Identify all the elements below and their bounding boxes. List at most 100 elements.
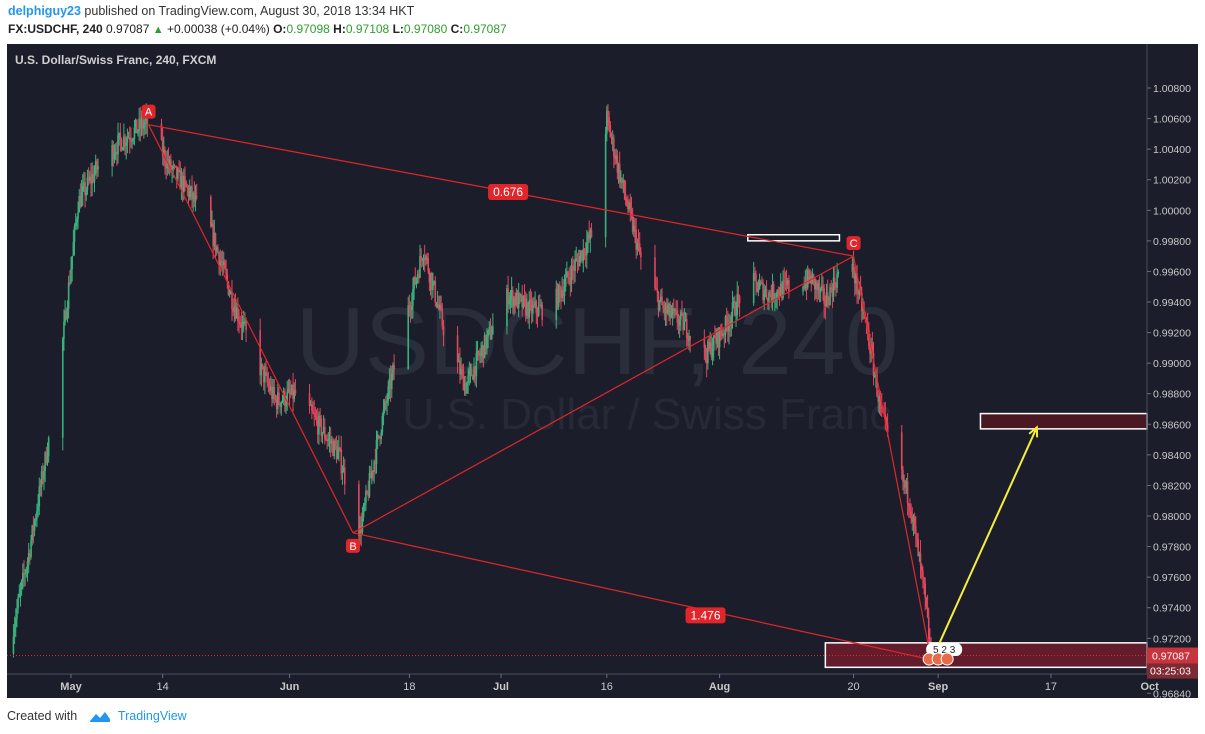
candle-body — [557, 285, 560, 307]
candle-body — [232, 308, 234, 312]
candle-body — [877, 396, 880, 402]
candle-body — [240, 323, 243, 329]
candle-body — [116, 152, 118, 155]
candle-body — [555, 288, 558, 320]
candle-body — [439, 304, 441, 309]
candle-body — [16, 608, 18, 619]
candle-body — [672, 308, 675, 312]
candle-body — [640, 252, 642, 258]
candle-body — [170, 159, 172, 171]
candle-body — [469, 368, 472, 371]
zones — [7, 233, 1148, 669]
candle-body — [12, 636, 15, 654]
candle-body — [20, 580, 23, 589]
candle-body — [132, 138, 135, 141]
candle-body — [24, 573, 26, 575]
candle-body — [372, 470, 374, 473]
candle-body — [828, 302, 830, 306]
candle-body — [590, 229, 593, 238]
candle-body — [29, 552, 31, 557]
point-label-c: C — [850, 238, 858, 250]
candle-body — [580, 250, 582, 256]
last-price: 0.97087 — [106, 22, 150, 36]
candle-body — [623, 180, 626, 194]
candle-body — [273, 386, 276, 397]
candle-body — [91, 174, 93, 184]
candle-body — [731, 302, 734, 317]
candle-body — [374, 461, 377, 465]
candle-body — [36, 510, 38, 519]
tradingview-link[interactable]: TradingView — [117, 709, 187, 723]
candle-body — [325, 438, 327, 441]
countdown-label: 03:25:03 — [1150, 666, 1191, 678]
candle-body — [224, 261, 226, 269]
candle-body — [872, 353, 875, 376]
candle-body — [221, 263, 224, 266]
candle-body — [618, 164, 621, 183]
countdown-bg — [1147, 663, 1198, 679]
candle-body — [490, 334, 493, 339]
x-tick-label: 20 — [847, 681, 859, 693]
candle-body — [139, 118, 142, 129]
candle-body — [816, 282, 818, 290]
candle-body — [534, 301, 536, 306]
candle-body — [783, 280, 786, 282]
candle-body — [606, 110, 608, 134]
chart-panel[interactable]: USDCHF, 240 U.S. Dollar / Swiss Franc A B C… — [7, 44, 1198, 700]
candle-body — [222, 261, 225, 266]
candle-body — [537, 305, 540, 316]
candle-body — [190, 186, 192, 191]
candle-body — [871, 344, 874, 354]
footer: Created with TradingView — [7, 709, 187, 723]
candle-body — [759, 282, 762, 284]
candle-body — [341, 472, 344, 474]
candle-body — [275, 399, 278, 410]
candle-body — [272, 386, 274, 399]
candle-body — [177, 169, 179, 179]
author-link[interactable]: delphiguy23 — [8, 4, 81, 18]
candle-body — [23, 572, 25, 575]
candle-body — [660, 296, 662, 300]
candle-body — [608, 117, 610, 126]
candle-body — [561, 290, 563, 298]
candle-body — [378, 434, 380, 437]
candle-body — [130, 140, 132, 142]
candle-body — [830, 287, 833, 289]
candle-body — [476, 351, 479, 354]
candle-body — [322, 426, 325, 433]
candle-body — [383, 401, 386, 410]
candle-body — [44, 452, 46, 471]
candle-body — [809, 276, 811, 281]
candle-body — [510, 290, 513, 296]
candle-body — [707, 341, 709, 364]
candle-body — [513, 297, 515, 308]
candle-body — [724, 316, 727, 335]
candle-body — [586, 242, 588, 256]
candle-body — [73, 225, 76, 243]
candle-body — [667, 310, 669, 314]
candle-body — [826, 292, 829, 303]
candle-body — [227, 281, 230, 295]
candle-body — [492, 326, 494, 335]
candle-body — [764, 289, 767, 294]
candle-body — [261, 364, 264, 367]
candle-body — [857, 292, 860, 295]
high-label: H: — [333, 22, 346, 36]
candle-body — [215, 247, 218, 252]
candle-body — [389, 378, 392, 390]
x-tick-label: Sep — [928, 681, 948, 693]
candle-body — [569, 278, 572, 284]
candle-body — [721, 334, 723, 337]
candle-body — [319, 415, 321, 419]
candle-body — [365, 491, 367, 504]
candle-body — [669, 303, 672, 318]
candle-body — [615, 155, 617, 160]
candles — [12, 103, 932, 661]
candle-body — [671, 308, 674, 315]
candle-body — [121, 148, 124, 151]
candle-body — [776, 290, 778, 299]
candle-body — [279, 403, 281, 408]
candle-body — [342, 467, 345, 473]
candle-body — [520, 295, 522, 297]
